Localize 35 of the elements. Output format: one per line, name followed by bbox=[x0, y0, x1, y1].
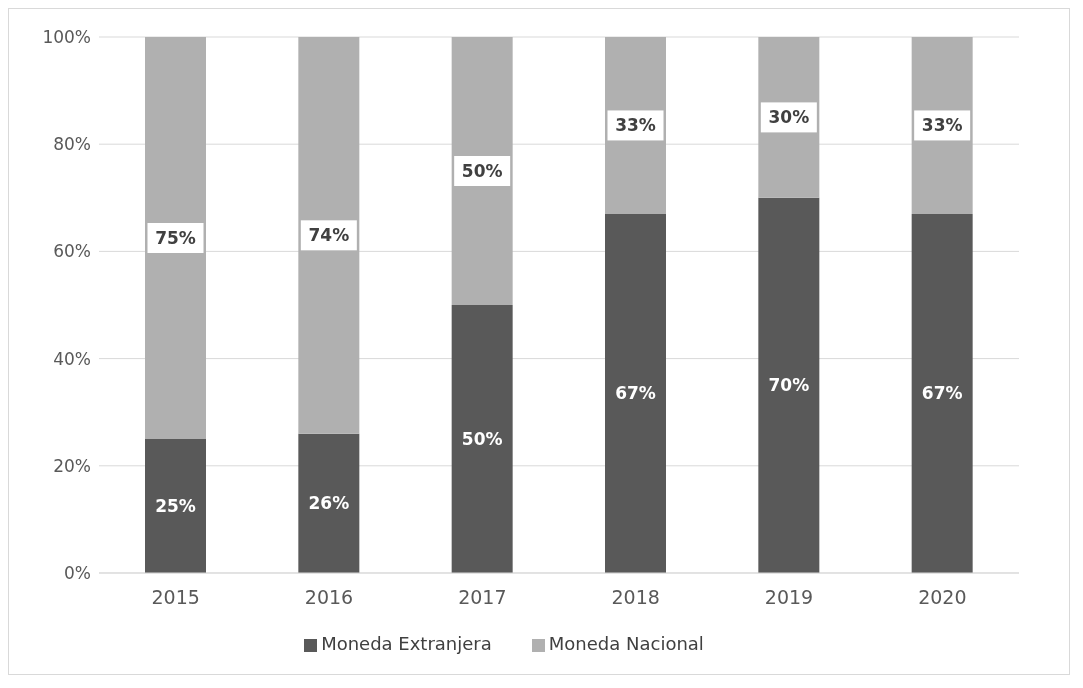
data-label: 26% bbox=[308, 493, 350, 514]
data-label: 33% bbox=[615, 115, 656, 136]
bar bbox=[298, 433, 360, 573]
data-label: 67% bbox=[921, 383, 963, 404]
y-tick-label: 40% bbox=[53, 348, 91, 369]
bar bbox=[911, 213, 973, 573]
data-label: 50% bbox=[461, 429, 503, 449]
legend-label: Moneda Nacional bbox=[548, 633, 704, 654]
x-tick-label: 2018 bbox=[611, 586, 660, 609]
data-label: 70% bbox=[768, 375, 810, 396]
data-label: 30% bbox=[768, 107, 810, 128]
bar bbox=[145, 37, 206, 439]
bar bbox=[758, 197, 820, 573]
data-label: 74% bbox=[308, 225, 350, 246]
bar bbox=[145, 439, 206, 573]
data-label: 33% bbox=[921, 115, 963, 136]
bar bbox=[298, 37, 360, 434]
bar bbox=[451, 305, 513, 573]
y-tick-label: 20% bbox=[53, 455, 91, 476]
x-tick-label: 2016 bbox=[304, 586, 354, 609]
data-label: 25% bbox=[155, 496, 196, 516]
data-label: 50% bbox=[461, 161, 503, 181]
y-tick-label: 0% bbox=[64, 563, 91, 584]
y-tick-label: 60% bbox=[53, 241, 91, 262]
x-tick-label: 2015 bbox=[151, 586, 200, 609]
legend-label: Moneda Extranjera bbox=[321, 633, 492, 654]
data-label: 75% bbox=[155, 228, 196, 248]
x-tick-label: 2019 bbox=[764, 586, 814, 609]
data-label: 67% bbox=[615, 383, 656, 404]
y-tick-label: 100% bbox=[42, 27, 91, 48]
x-tick-label: 2017 bbox=[458, 586, 507, 609]
bar bbox=[605, 213, 666, 573]
bar bbox=[451, 37, 513, 305]
x-tick-label: 2020 bbox=[918, 586, 967, 609]
y-tick-label: 80% bbox=[53, 134, 91, 155]
